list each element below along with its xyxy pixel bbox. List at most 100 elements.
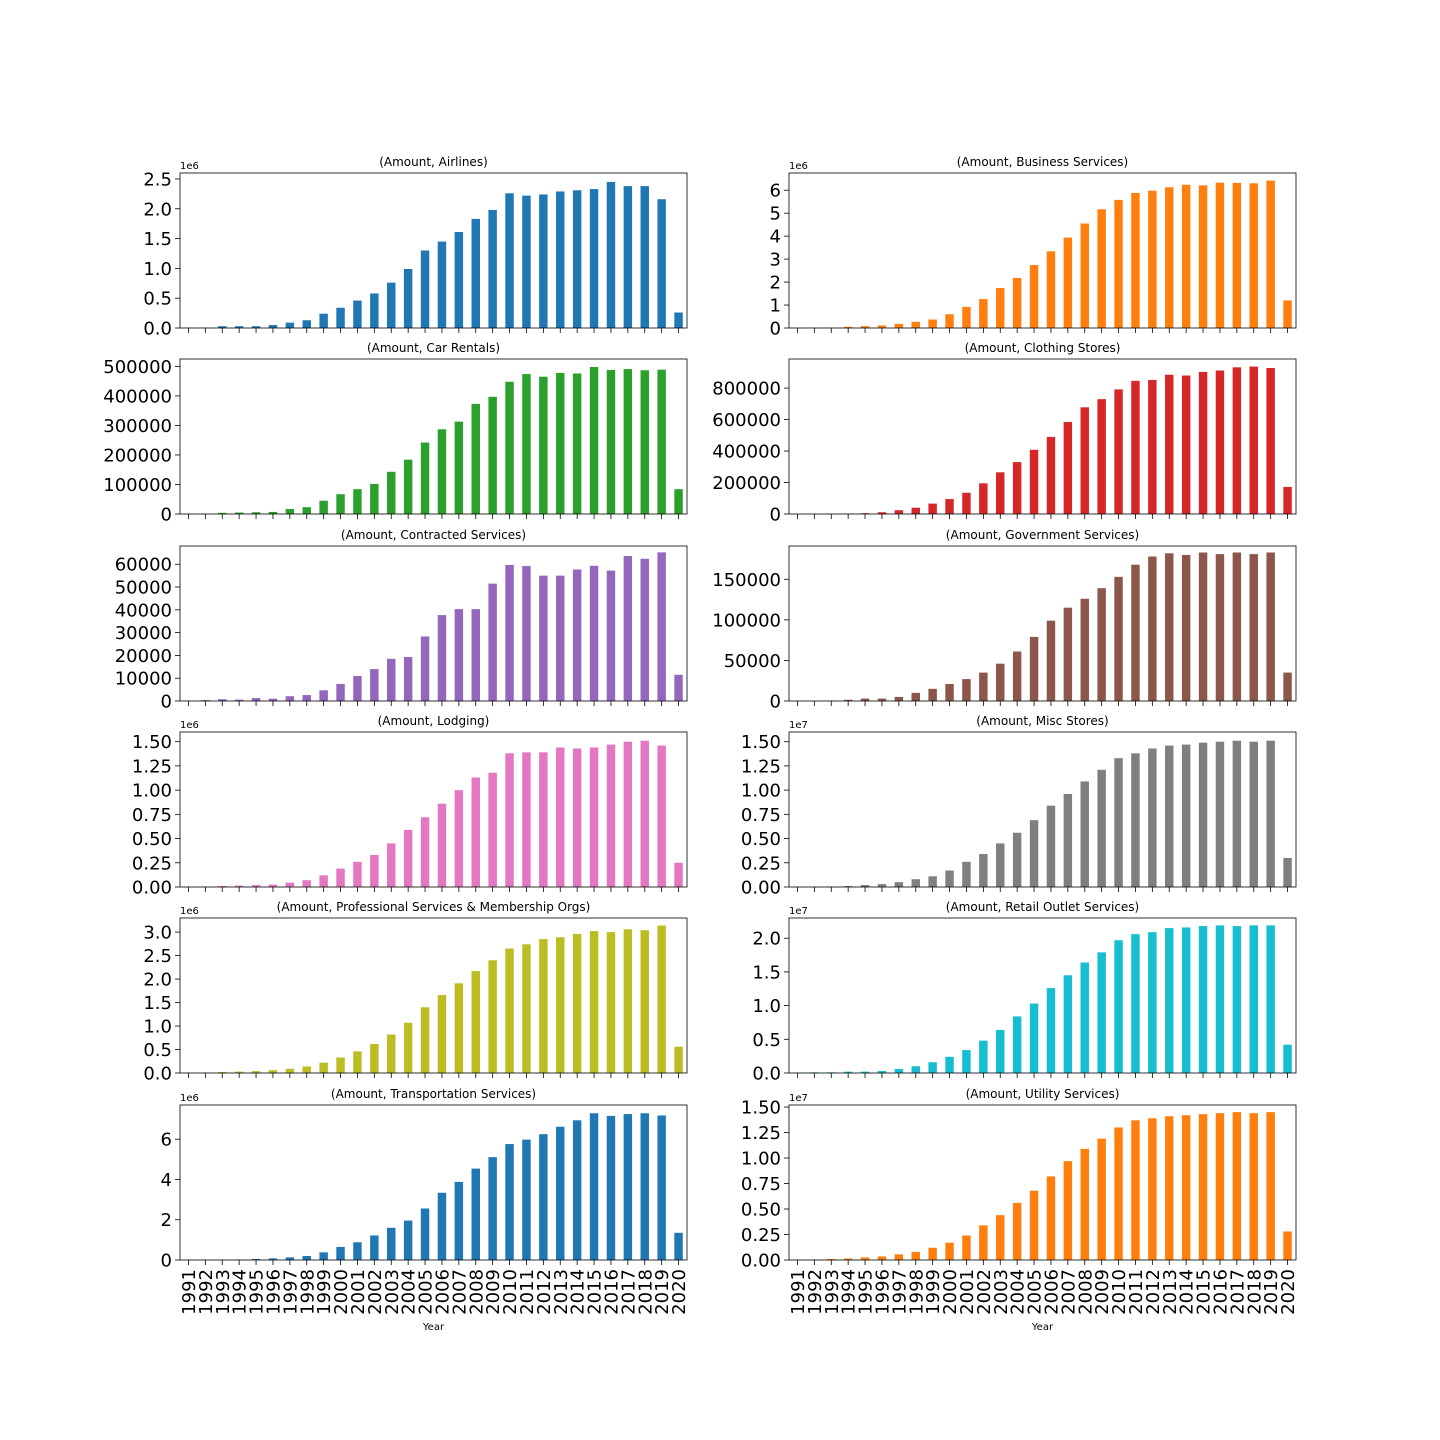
plot-frame-contracted-services	[179, 545, 688, 702]
bar-lodging-2009	[488, 772, 497, 887]
ytick-label-utility-services: 1.50	[741, 1098, 781, 1119]
ytick-label-retail-outlet-services: 1.0	[752, 996, 781, 1017]
bar-misc-stores-2014	[1181, 744, 1191, 887]
bar-contracted-services-1995	[251, 698, 261, 701]
bar-misc-stores-2007	[1063, 794, 1073, 887]
bar-utility-services-2015	[1198, 1114, 1208, 1260]
bar-car-rentals-2015	[589, 366, 599, 514]
ytick-label-professional-services-and-membership-orgs: 2.0	[143, 970, 172, 991]
scale-offset-misc-stores: 1e7	[789, 720, 808, 731]
bar-professional-services-and-membership-orgs-2000	[336, 1057, 345, 1073]
bar-transportation-services-1996	[268, 1258, 278, 1260]
bar-misc-stores-2019	[1266, 740, 1275, 887]
bar-car-rentals-2019	[657, 369, 666, 514]
scale-offset-professional-services-and-membership-orgs: 1e6	[180, 906, 199, 917]
bar-contracted-services-1997	[285, 696, 295, 701]
bar-airlines-2008	[471, 218, 480, 328]
bar-business-services-2011	[1131, 192, 1140, 328]
xtick-label-utility-services: 2020	[1278, 1269, 1299, 1315]
ytick-label-car-rentals: 500000	[103, 357, 172, 378]
bar-clothing-stores-2016	[1215, 370, 1225, 514]
bar-utility-services-2014	[1181, 1115, 1191, 1260]
bar-retail-outlet-services-2000	[945, 1056, 954, 1073]
bar-car-rentals-2007	[454, 421, 464, 514]
ytick-label-business-services: 2	[770, 273, 781, 294]
bar-lodging-2000	[336, 868, 345, 887]
chart-panels: 0.00.51.01.52.02.5(Amount, Airlines)1e60…	[103, 155, 1299, 1333]
xtick-label-utility-services: 1994	[839, 1269, 860, 1315]
ytick-label-transportation-services: 2	[161, 1210, 172, 1231]
chart-transportation-services: 0 2 4 6 199119921993199419951996199719981999…	[161, 1087, 691, 1333]
bar-retail-outlet-services-2015	[1198, 926, 1208, 1073]
xtick-label-transportation-services: 1996	[263, 1269, 284, 1315]
bar-utility-services-2004	[1012, 1202, 1022, 1260]
xtick-label-transportation-services: 2018	[635, 1269, 656, 1315]
bar-government-services-2008	[1080, 598, 1089, 701]
bar-car-rentals-1997	[285, 508, 295, 514]
bar-clothing-stores-2009	[1097, 399, 1106, 514]
bar-government-services-1995	[860, 698, 870, 701]
bar-business-services-2016	[1215, 182, 1225, 328]
bar-professional-services-and-membership-orgs-2016	[606, 932, 616, 1073]
ytick-label-clothing-stores: 600000	[712, 410, 781, 431]
bar-misc-stores-2010	[1114, 758, 1123, 887]
bar-car-rentals-1995	[251, 512, 261, 514]
bar-airlines-2018	[640, 186, 649, 328]
bar-business-services-2010	[1114, 199, 1123, 328]
bar-business-services-2007	[1063, 237, 1073, 328]
bar-professional-services-and-membership-orgs-2002	[370, 1043, 379, 1073]
bar-professional-services-and-membership-orgs-2008	[471, 971, 480, 1073]
bar-transportation-services-2000	[336, 1246, 345, 1260]
bar-government-services-2003	[996, 663, 1005, 701]
bar-professional-services-and-membership-orgs-2001	[353, 1051, 362, 1073]
ytick-label-retail-outlet-services: 2.0	[752, 929, 781, 950]
bar-transportation-services-2005	[420, 1208, 430, 1260]
bar-clothing-stores-2017	[1232, 367, 1242, 514]
bar-car-rentals-2017	[623, 369, 633, 514]
bar-utility-services-2009	[1097, 1138, 1106, 1260]
bar-professional-services-and-membership-orgs-2011	[522, 944, 531, 1073]
bar-utility-services-2018	[1249, 1113, 1258, 1260]
bar-misc-stores-2016	[1215, 741, 1225, 887]
bar-retail-outlet-services-1997	[894, 1068, 904, 1073]
bar-misc-stores-2013	[1165, 745, 1174, 887]
plot-frame-transportation-services	[179, 1104, 688, 1261]
bar-transportation-services-1998	[302, 1255, 311, 1260]
bar-professional-services-and-membership-orgs-1995	[251, 1071, 261, 1073]
bar-professional-services-and-membership-orgs-2010	[505, 948, 514, 1073]
bar-business-services-2020	[1283, 300, 1292, 328]
bar-clothing-stores-2018	[1249, 366, 1258, 514]
chart-misc-stores: 0.00 0.25 0.50 0.75 1.00 1.25 1.50 (Amount, Mis…	[741, 714, 1297, 899]
bar-retail-outlet-services-2020	[1283, 1044, 1292, 1073]
chart-title-clothing-stores: (Amount, Clothing Stores)	[965, 341, 1121, 355]
ytick-label-misc-stores: 1.25	[741, 756, 781, 777]
ytick-label-retail-outlet-services: 0.0	[752, 1064, 781, 1085]
bar-contracted-services-2005	[420, 636, 430, 701]
bar-professional-services-and-membership-orgs-2009	[488, 960, 497, 1073]
bar-retail-outlet-services-2009	[1097, 952, 1106, 1073]
ytick-label-misc-stores: 1.50	[741, 732, 781, 753]
bar-contracted-services-2013	[556, 575, 565, 701]
ytick-label-utility-services: 1.00	[741, 1149, 781, 1170]
bar-car-rentals-2000	[336, 494, 345, 514]
bar-misc-stores-2018	[1249, 741, 1258, 887]
ytick-label-business-services: 3	[770, 250, 781, 271]
xtick-label-transportation-services: 2004	[399, 1269, 420, 1315]
chart-title-transportation-services: (Amount, Transportation Services)	[331, 1087, 536, 1101]
bar-lodging-1997	[285, 882, 295, 887]
bar-utility-services-1999	[928, 1247, 937, 1260]
ytick-label-business-services: 6	[770, 181, 781, 202]
bar-misc-stores-2000	[945, 870, 954, 887]
plot-frame-car-rentals	[179, 358, 688, 515]
ytick-label-airlines: 1.0	[143, 259, 172, 280]
xtick-label-utility-services: 2007	[1058, 1269, 1079, 1315]
bar-misc-stores-2003	[996, 843, 1005, 887]
xtick-label-transportation-services: 1999	[314, 1269, 335, 1315]
ytick-label-misc-stores: 0.00	[741, 878, 781, 899]
bar-government-services-2004	[1012, 651, 1022, 701]
xtick-label-utility-services: 1997	[889, 1269, 910, 1315]
bar-misc-stores-1995	[860, 885, 870, 887]
bar-airlines-1996	[268, 325, 278, 328]
bar-airlines-2000	[336, 307, 345, 328]
bar-professional-services-and-membership-orgs-2007	[454, 983, 464, 1073]
